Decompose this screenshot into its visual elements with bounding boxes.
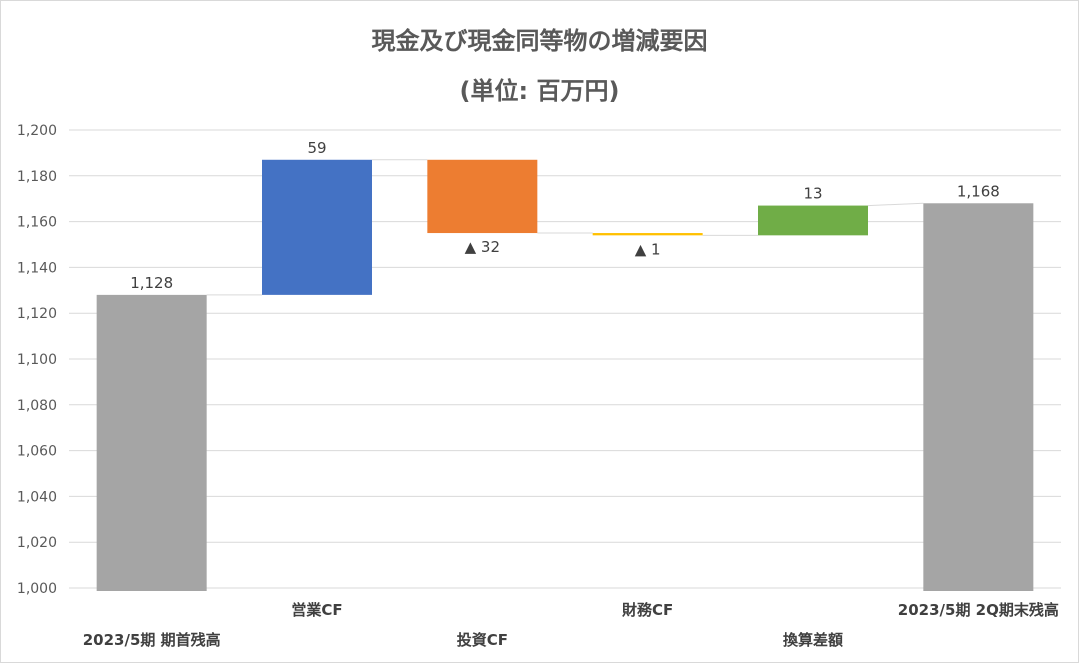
y-tick-label: 1,020 [17, 535, 57, 551]
data-label: 13 [803, 185, 822, 203]
x-category-label: 投資CF [457, 631, 508, 649]
data-label: 1,168 [957, 182, 1000, 200]
y-tick-label: 1,080 [17, 398, 57, 414]
x-category-label: 営業CF [291, 601, 342, 619]
y-tick-label: 1,120 [17, 306, 57, 322]
x-category-label: 2023/5期 2Q期末残高 [898, 601, 1059, 619]
x-category-label: 換算差額 [783, 631, 843, 649]
bar [758, 205, 868, 236]
bar [262, 159, 372, 295]
y-tick-label: 1,140 [17, 260, 57, 276]
connector-line [867, 202, 924, 207]
y-tick-label: 1,200 [17, 123, 57, 139]
y-tick-label: 1,000 [17, 581, 57, 597]
y-tick-label: 1,180 [17, 169, 57, 185]
data-label: ▲ 1 [635, 240, 661, 258]
chart-title: 現金及び現金同等物の増減要因 [371, 27, 708, 55]
bar [96, 294, 207, 591]
x-category-label: 財務CF [621, 601, 673, 619]
data-label: 1,128 [130, 274, 173, 292]
y-tick-label: 1,060 [17, 444, 57, 460]
data-label: ▲ 32 [465, 238, 500, 256]
x-category-label: 2023/5期 期首残高 [83, 631, 221, 649]
bar [427, 159, 538, 234]
bar [592, 233, 703, 236]
y-tick-label: 1,160 [17, 215, 57, 231]
y-tick-label: 1,040 [17, 489, 57, 505]
data-label: 59 [307, 139, 326, 157]
chart-subtitle: (単位: 百万円) [459, 77, 620, 105]
bar [923, 203, 1034, 591]
y-tick-label: 1,100 [17, 352, 57, 368]
